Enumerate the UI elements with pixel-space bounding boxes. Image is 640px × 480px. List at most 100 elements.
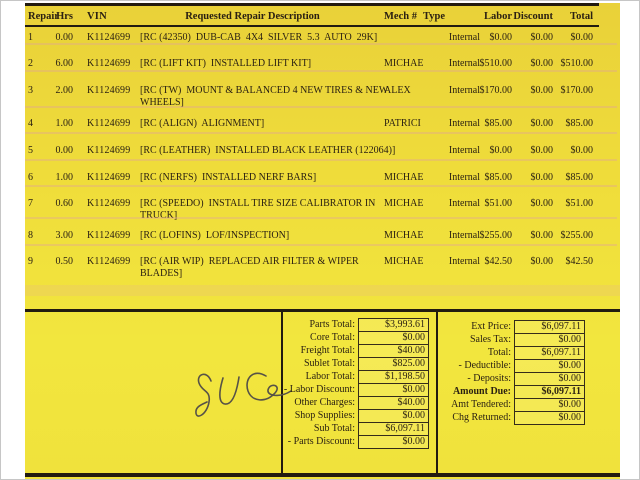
totals-label: - Parts Discount: [287,436,355,447]
totals-label: Labor Total: [305,371,355,382]
totals-row: Freight Total: $40.00 [205,344,429,358]
totals-value-box: $0.00 [358,331,429,345]
cell-hrs: 0.00 [55,32,74,43]
cell-description: [RC (AIR WIP) REPLACED AIR FILTER & WIPE… [140,256,359,279]
totals-right-column: Ext Price: $6,097.11 Sales Tax: $0.00 To… [443,320,585,425]
cell-mech: MICHAE [384,58,424,69]
totals-row: Amt Tendered: $0.00 [443,398,585,412]
cell-hrs: 0.60 [55,198,74,209]
cell-total: $0.00 [570,145,594,156]
cell-discount: $0.00 [530,118,554,129]
cell-description: [RC (ALIGN) ALIGNMENT] [140,118,265,129]
cell-discount: $0.00 [530,256,554,267]
totals-value-box: $0.00 [358,435,429,449]
totals-row: Labor Total: $1,198.50 [205,370,429,384]
cell-total: $51.00 [565,198,594,209]
totals-value-box: $0.00 [514,333,585,347]
cell-hrs: 3.00 [55,230,74,241]
cell-discount: $0.00 [530,32,554,43]
totals-row: - Parts Discount: $0.00 [205,435,429,449]
cell-repair: 6 [28,172,33,183]
totals-value-box: $3,993.61 [358,318,429,332]
cell-type: Internal [448,198,480,209]
cell-repair: 7 [28,198,33,209]
table-header-row: Repair Hrs VIN Requested Repair Descript… [25,11,620,24]
top-border-line [25,3,599,6]
totals-row: - Labor Discount: $0.00 [205,383,429,397]
cell-total: $170.00 [560,85,594,96]
cell-repair: 4 [28,118,33,129]
row-separator [25,185,617,187]
bottom-border-line [25,473,620,477]
cell-hrs: 0.00 [55,145,74,156]
totals-value-box: $0.00 [514,398,585,412]
cell-repair: 2 [28,58,33,69]
cell-hrs: 0.50 [55,256,74,267]
totals-value-box: $6,097.11 [514,385,585,399]
totals-label: Amt Tendered: [451,399,511,410]
cell-vin: K1124699 [87,118,131,129]
cell-type: Internal [448,118,480,129]
totals-row: Shop Supplies: $0.00 [205,409,429,423]
totals-value-box: $6,097.11 [514,346,585,360]
totals-row: Parts Total: $3,993.61 [205,318,429,332]
header-underline [25,25,599,27]
row-separator [25,244,617,246]
cell-hrs: 6.00 [55,58,74,69]
vertical-divider-right [436,311,438,475]
cell-labor: $51.00 [484,198,513,209]
cell-discount: $0.00 [530,198,554,209]
totals-row: Other Charges: $40.00 [205,396,429,410]
totals-value-box: $40.00 [358,396,429,410]
vertical-divider-left [281,311,283,475]
cell-vin: K1124699 [87,256,131,267]
cell-vin: K1124699 [87,230,131,241]
cell-discount: $0.00 [530,58,554,69]
totals-separator-line [25,309,620,312]
cell-type: Internal [448,230,480,241]
cell-vin: K1124699 [87,145,131,156]
cell-repair: 1 [28,32,33,43]
totals-value-box: $6,097.11 [358,422,429,436]
totals-label: - Deductible: [458,360,511,371]
totals-label: - Deposits: [467,373,511,384]
totals-label: Parts Total: [309,319,355,330]
header-description: Requested Repair Description [185,11,320,22]
cell-mech: ALEX [384,85,411,96]
cell-description: [RC (TW) MOUNT & BALANCED 4 NEW TIRES & … [140,85,389,108]
totals-left-column: Parts Total: $3,993.61 Core Total: $0.00… [205,318,429,449]
header-vin: VIN [87,11,107,22]
cell-hrs: 1.00 [55,172,74,183]
cell-description: [RC (LIFT KIT) INSTALLED LIFT KIT] [140,58,312,69]
header-labor: Labor [483,11,512,22]
totals-row: Sublet Total: $825.00 [205,357,429,371]
totals-value-box: $6,097.11 [514,320,585,334]
handwritten-signature [195,372,292,417]
totals-label: Sub Total: [313,423,355,434]
totals-row: Total: $6,097.11 [443,346,585,360]
cell-type: Internal [448,32,480,43]
totals-row: - Deposits: $0.00 [443,372,585,386]
scan-artifact-band [25,285,620,296]
cell-description: [RC (SPEEDO) INSTALL TIRE SIZE CALIBRATO… [140,198,376,221]
cell-description: [RC (LOFINS) LOF/INSPECTION] [140,230,290,241]
cell-total: $510.00 [560,58,594,69]
cell-labor: $170.00 [479,85,513,96]
cell-hrs: 2.00 [55,85,74,96]
cell-hrs: 1.00 [55,118,74,129]
totals-label: Sublet Total: [303,358,355,369]
cell-total: $85.00 [565,118,594,129]
cell-labor: $0.00 [489,32,513,43]
cell-vin: K1124699 [87,85,131,96]
totals-row: - Deductible: $0.00 [443,359,585,373]
totals-row: Sub Total: $6,097.11 [205,422,429,436]
cell-repair: 3 [28,85,33,96]
cell-type: Internal [448,58,480,69]
cell-type: Internal [448,256,480,267]
row-separator [25,132,617,134]
totals-value-box: $0.00 [514,411,585,425]
header-type: Type [423,11,445,22]
cell-mech: MICHAE [384,198,424,209]
totals-label: Freight Total: [300,345,355,356]
